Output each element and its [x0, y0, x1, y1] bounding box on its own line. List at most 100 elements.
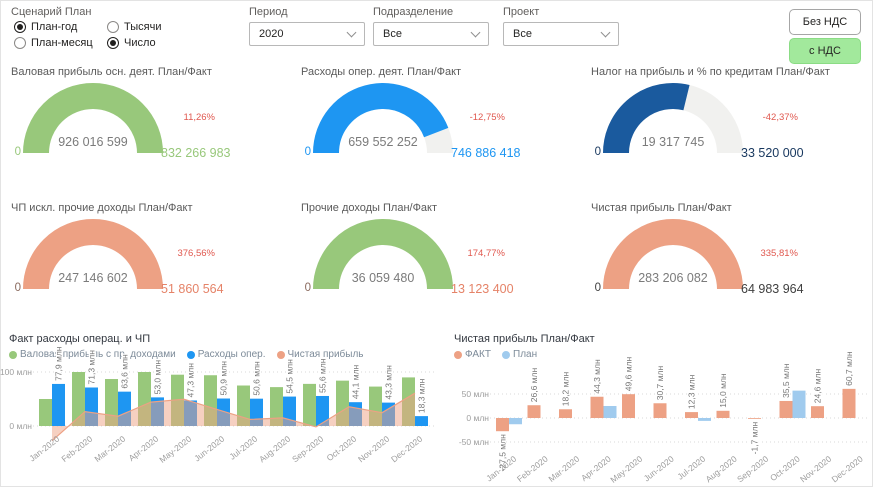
gauge-target-label: 13 123 400: [451, 282, 514, 296]
legend-item[interactable]: Валовая прибыль с пр. доходами: [9, 349, 176, 360]
x-axis-tick-label: Aug-2020: [704, 454, 739, 485]
bar-Валовая прибыль с пр. доходами[interactable]: [270, 387, 283, 426]
chevron-down-icon: [346, 27, 357, 38]
gauge-fill[interactable]: [603, 219, 743, 290]
filter-label-division: Подразделение: [373, 6, 454, 18]
division-dropdown[interactable]: Все: [373, 22, 489, 46]
bar-План[interactable]: [698, 418, 711, 421]
x-axis-tick-label: Nov-2020: [798, 454, 833, 485]
radio-icon[interactable]: [107, 21, 119, 33]
gauge-fill[interactable]: [313, 83, 449, 154]
bar-Расходы опер.[interactable]: [52, 383, 65, 426]
gauge-percent-label: 174,77%: [467, 248, 505, 259]
x-axis-tick-label: May-2020: [608, 454, 644, 485]
chart-title: Факт расходы операц. и ЧП: [9, 333, 151, 345]
bar-value-label: 60,7 млн: [844, 351, 854, 386]
bar-value-label: 18,3 млн: [417, 378, 427, 413]
x-axis-tick-label: Jan-2020: [27, 434, 61, 464]
gauge-percent-label: -12,75%: [469, 112, 505, 123]
gauge-tax-and-credit: Налог на прибыль и % по кредитам План/Фа…: [581, 59, 873, 193]
without-vat-button[interactable]: Без НДС: [789, 9, 861, 35]
legend-item[interactable]: Расходы опер.: [186, 349, 266, 360]
legend-label: План: [513, 349, 538, 360]
gauge-arc[interactable]: [13, 207, 173, 291]
legend-dot-icon: [502, 350, 510, 359]
gauge-value: 19 317 745: [641, 135, 705, 149]
gauge-min-label: 0: [594, 146, 601, 158]
bar-Расходы опер.[interactable]: [415, 416, 428, 426]
bar-План[interactable]: [792, 390, 806, 418]
bar-ФАКТ[interactable]: [590, 396, 604, 418]
gauge-arc[interactable]: [303, 71, 463, 155]
legend-dot-icon: [454, 350, 462, 359]
bar-Валовая прибыль с пр. доходами[interactable]: [39, 399, 52, 426]
area-line: [51, 392, 416, 442]
bar-ФАКТ[interactable]: [811, 406, 824, 418]
bar-value-label: 55,6 млн: [318, 358, 328, 393]
y-axis-tick-label: 0 млн: [9, 421, 32, 431]
gauge-min-label: 0: [304, 282, 311, 294]
y-axis-tick-label: 50 млн: [462, 389, 490, 399]
bar-ФАКТ[interactable]: [716, 410, 730, 418]
bar-value-label: 63,6 млн: [120, 354, 130, 389]
bar-ФАКТ[interactable]: [779, 400, 793, 418]
gauge-target-label: 746 886 418: [451, 146, 521, 160]
chevron-down-icon: [600, 27, 611, 38]
radio-icon[interactable]: [107, 37, 119, 49]
period-dropdown[interactable]: 2020: [249, 22, 365, 46]
bar-ФАКТ[interactable]: [653, 403, 667, 418]
chart-title: Чистая прибыль План/Факт: [454, 333, 595, 345]
bar-ФАКТ[interactable]: [622, 394, 635, 418]
gauge-other-income: Прочие доходы План/Факт 36 059 480 0 13 …: [291, 195, 581, 329]
gauge-fill[interactable]: [313, 219, 453, 290]
bar-chart-plot[interactable]: 50 млн 0 млн -50 млн -27,5 млн 26,6 млн 18,2 …: [446, 350, 873, 488]
bar-ФАКТ[interactable]: [559, 409, 572, 418]
gauge-arc[interactable]: [593, 71, 753, 155]
bar-value-label: 77,9 млн: [54, 346, 64, 381]
gauge-percent-label: -42,37%: [762, 112, 798, 123]
bar-value-label: -1,7 млн: [750, 422, 760, 455]
bar-План[interactable]: [509, 418, 522, 425]
gauge-arc[interactable]: [593, 207, 753, 291]
bar-ФАКТ[interactable]: [496, 418, 509, 432]
bar-value-label: 44,1 млн: [351, 364, 361, 399]
radio-plan-month[interactable]: План-месяц: [14, 37, 93, 49]
legend-item[interactable]: Чистая прибыль: [276, 349, 364, 360]
bar-План[interactable]: [603, 406, 617, 418]
area-Чистая прибыль[interactable]: [52, 393, 415, 441]
bar-ФАКТ[interactable]: [842, 388, 856, 418]
gauge-percent-label: 376,56%: [177, 248, 215, 259]
gauge-fill[interactable]: [23, 83, 163, 154]
bar-Расходы опер.[interactable]: [316, 395, 329, 426]
project-value: Все: [513, 28, 532, 40]
gauge-title: Прочие доходы План/Факт: [301, 202, 438, 214]
gauge-value: 247 146 602: [58, 271, 128, 285]
x-axis-tick-label: Dec-2020: [389, 434, 424, 465]
legend-dot-icon: [276, 350, 285, 359]
bar-ФАКТ[interactable]: [748, 418, 761, 419]
bar-Валовая прибыль с пр. доходами[interactable]: [72, 372, 85, 426]
gauge-arc[interactable]: [303, 207, 463, 291]
radio-icon[interactable]: [14, 21, 26, 33]
legend-item[interactable]: ФАКТ: [454, 349, 491, 360]
bar-Валовая прибыль с пр. доходами[interactable]: [303, 383, 316, 426]
gauge-target-label: 832 266 983: [161, 146, 231, 160]
radio-number[interactable]: Число: [107, 37, 156, 49]
chevron-down-icon: [470, 27, 481, 38]
radio-plan-year[interactable]: План-год: [14, 21, 77, 33]
radio-icon[interactable]: [14, 37, 26, 49]
bar-value-label: 35,5 млн: [781, 363, 791, 398]
gauge-min-label: 0: [14, 146, 21, 158]
bar-ФАКТ[interactable]: [685, 412, 698, 418]
gauge-operating-expenses: Расходы опер. деят. План/Факт 659 552 25…: [291, 59, 581, 193]
gauge-arc[interactable]: [13, 71, 173, 155]
project-dropdown[interactable]: Все: [503, 22, 619, 46]
bar-ФАКТ[interactable]: [527, 405, 541, 418]
gauge-fill[interactable]: [603, 83, 690, 154]
with-vat-button[interactable]: с НДС: [789, 38, 861, 64]
combo-chart-plot[interactable]: 100 млн 0 млн 77,9 млн 71,3 млн 63,6 млн 53,0…: [0, 345, 439, 488]
x-axis-tick-label: Apr-2020: [127, 434, 161, 464]
radio-thousands[interactable]: Тысячи: [107, 21, 161, 33]
legend-item[interactable]: План: [502, 349, 537, 360]
gauge-fill[interactable]: [23, 219, 163, 290]
